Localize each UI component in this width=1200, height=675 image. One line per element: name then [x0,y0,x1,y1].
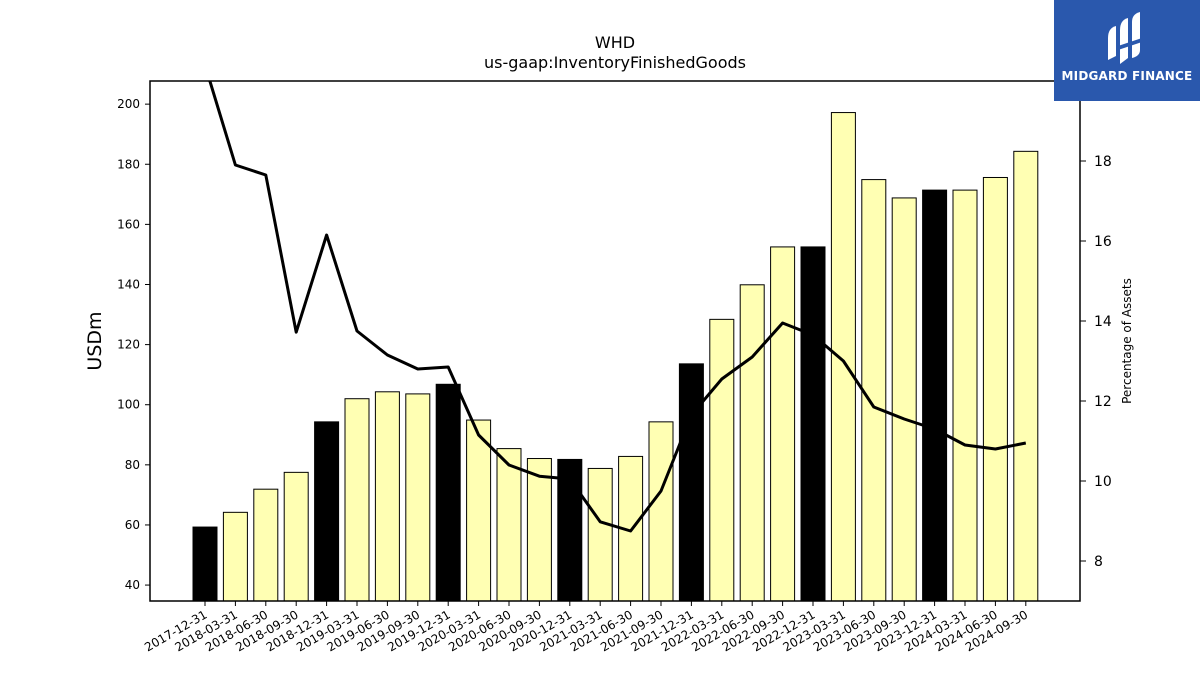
left-tick-label: 60 [125,518,140,532]
bar [800,246,826,602]
left-tick-label: 40 [125,578,140,592]
bar [952,189,978,602]
midgard-logo-icon [1108,12,1142,64]
right-tick-label: 10 [1094,474,1112,490]
bar [770,246,796,602]
right-tick-label: 12 [1094,394,1112,410]
midgard-logo: MIDGARD FINANCE [1054,0,1200,101]
bar [587,467,613,602]
bar [253,488,279,602]
left-tick-label: 180 [117,157,140,171]
right-tick-label: 16 [1094,234,1112,250]
left-tick-label: 100 [117,398,140,412]
right-tick-label: 8 [1094,554,1103,570]
bar [192,526,218,602]
bar [830,112,856,602]
right-tick-label: 14 [1094,314,1112,330]
chart-subtitle: us-gaap:InventoryFinishedGoods [484,53,746,72]
left-tick-label: 80 [125,458,140,472]
y-axis-right-label: Percentage of Assets [1120,278,1134,404]
bar [466,419,492,602]
bar [739,284,765,602]
bar [709,318,735,602]
left-tick-label: 160 [117,217,140,231]
plot-frame [149,80,1081,602]
bar [678,363,704,602]
bar [314,421,340,602]
bar [648,421,674,602]
bar [496,448,522,602]
bar [435,383,461,602]
chart-title: WHD [594,33,636,52]
left-tick-label: 200 [117,97,140,111]
bar [526,458,552,602]
bar [557,458,583,602]
bar [222,511,248,602]
right-tick-label: 18 [1094,154,1112,170]
bar [283,471,309,602]
bar [891,197,917,602]
left-tick-label: 140 [117,277,140,291]
left-tick-label: 120 [117,338,140,352]
bar [922,189,948,602]
bar [861,179,887,602]
bar [1013,150,1039,602]
logo-text: MIDGARD FINANCE [1061,69,1193,83]
bar [374,391,400,602]
bar [344,398,370,602]
series-line [208,81,1027,533]
bar [982,176,1008,602]
bar [405,393,431,602]
y-axis-label: USDm [84,311,106,370]
